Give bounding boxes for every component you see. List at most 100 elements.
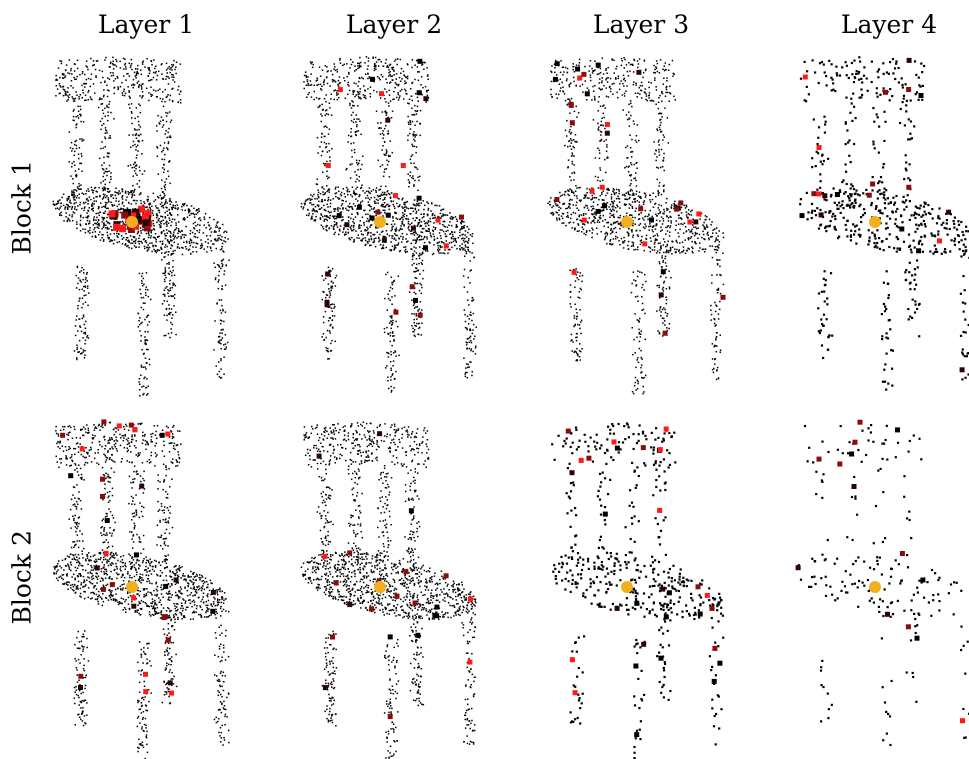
cloud-point — [109, 181, 111, 184]
cloud-point — [460, 227, 463, 230]
cloud-point — [373, 65, 376, 67]
cloud-point — [72, 182, 74, 185]
cloud-point — [455, 218, 458, 220]
cloud-point — [93, 218, 95, 220]
cloud-point — [562, 86, 564, 88]
cloud-point — [85, 78, 88, 81]
cloud-point — [648, 86, 650, 89]
cloud-point — [70, 67, 72, 70]
cloud-point — [667, 69, 670, 71]
cloud-point — [360, 233, 363, 235]
cloud-point — [573, 179, 575, 181]
cloud-point — [101, 233, 103, 236]
cloud-point — [167, 313, 170, 315]
cloud-point — [170, 308, 173, 310]
cloud-point — [598, 152, 601, 154]
cloud-point — [409, 120, 411, 122]
cloud-point — [138, 179, 141, 182]
cloud-point — [324, 215, 326, 217]
cloud-point — [375, 191, 377, 193]
cloud-point — [573, 139, 575, 141]
cloud-point — [331, 339, 333, 342]
cloud-point — [683, 222, 686, 224]
cloud-point — [413, 302, 416, 305]
cloud-point — [148, 72, 151, 74]
cloud-point — [329, 217, 331, 220]
cloud-point — [464, 230, 467, 232]
cloud-point — [383, 134, 385, 136]
cloud-point — [107, 197, 110, 199]
cloud-point — [597, 147, 599, 149]
cloud-point — [337, 83, 339, 86]
cloud-point — [79, 230, 82, 232]
cloud-point — [62, 88, 65, 91]
cloud-point — [361, 216, 364, 218]
cloud-point — [127, 226, 129, 228]
cloud-point — [314, 219, 317, 221]
cloud-point — [116, 205, 119, 208]
cloud-point — [396, 63, 398, 66]
cloud-point — [413, 313, 415, 315]
cloud-point — [219, 339, 221, 342]
cloud-point — [68, 214, 71, 216]
cloud-point — [636, 200, 639, 202]
cloud-point — [311, 66, 314, 69]
cloud-point — [128, 239, 130, 242]
cloud-point — [80, 188, 82, 190]
cloud-point — [92, 189, 95, 192]
cloud-point — [591, 194, 593, 197]
cloud-point — [103, 156, 105, 159]
cloud-point — [363, 221, 365, 224]
cloud-point — [199, 224, 201, 226]
cloud-point — [177, 214, 179, 216]
cloud-point — [104, 59, 106, 61]
cloud-point — [111, 229, 113, 232]
cloud-point — [412, 252, 414, 255]
cloud-point — [311, 210, 314, 212]
cloud-point — [413, 334, 416, 337]
cloud-point — [155, 96, 158, 98]
cloud-point — [162, 272, 164, 275]
cloud-point — [628, 207, 631, 209]
cloud-point — [660, 166, 662, 169]
cloud-point — [215, 240, 217, 242]
cloud-point — [429, 234, 432, 236]
cloud-point — [610, 198, 613, 200]
cloud-point — [78, 339, 81, 342]
cloud-point — [402, 70, 405, 73]
cloud-point — [412, 113, 414, 116]
attention-point — [423, 96, 429, 102]
cloud-point — [654, 203, 656, 205]
cloud-point — [442, 252, 444, 254]
cloud-point — [691, 250, 693, 253]
cloud-point — [418, 204, 421, 207]
cloud-point — [156, 155, 159, 157]
cloud-point — [64, 92, 67, 95]
cloud-point — [167, 141, 170, 143]
cloud-point — [382, 215, 384, 217]
cloud-point — [215, 231, 217, 233]
cloud-point — [336, 98, 339, 101]
cloud-point — [406, 241, 408, 243]
cloud-point — [669, 246, 672, 249]
cloud-point — [638, 204, 641, 206]
cloud-point — [321, 85, 323, 87]
cloud-point — [151, 229, 153, 231]
cloud-point — [101, 221, 103, 223]
cloud-point — [573, 172, 576, 174]
cloud-point — [409, 223, 411, 226]
cloud-point — [654, 228, 657, 230]
cloud-point — [114, 194, 117, 197]
cloud-point — [137, 64, 139, 67]
cloud-point — [168, 209, 170, 211]
cloud-point — [382, 145, 384, 147]
cloud-point — [222, 329, 224, 331]
cloud-point — [140, 374, 142, 376]
cloud-point — [139, 227, 142, 229]
cloud-point — [175, 72, 177, 75]
cloud-point — [446, 214, 449, 216]
cloud-point — [75, 147, 78, 150]
cloud-point — [158, 123, 161, 125]
cloud-point — [391, 79, 394, 81]
cloud-point — [658, 185, 660, 187]
